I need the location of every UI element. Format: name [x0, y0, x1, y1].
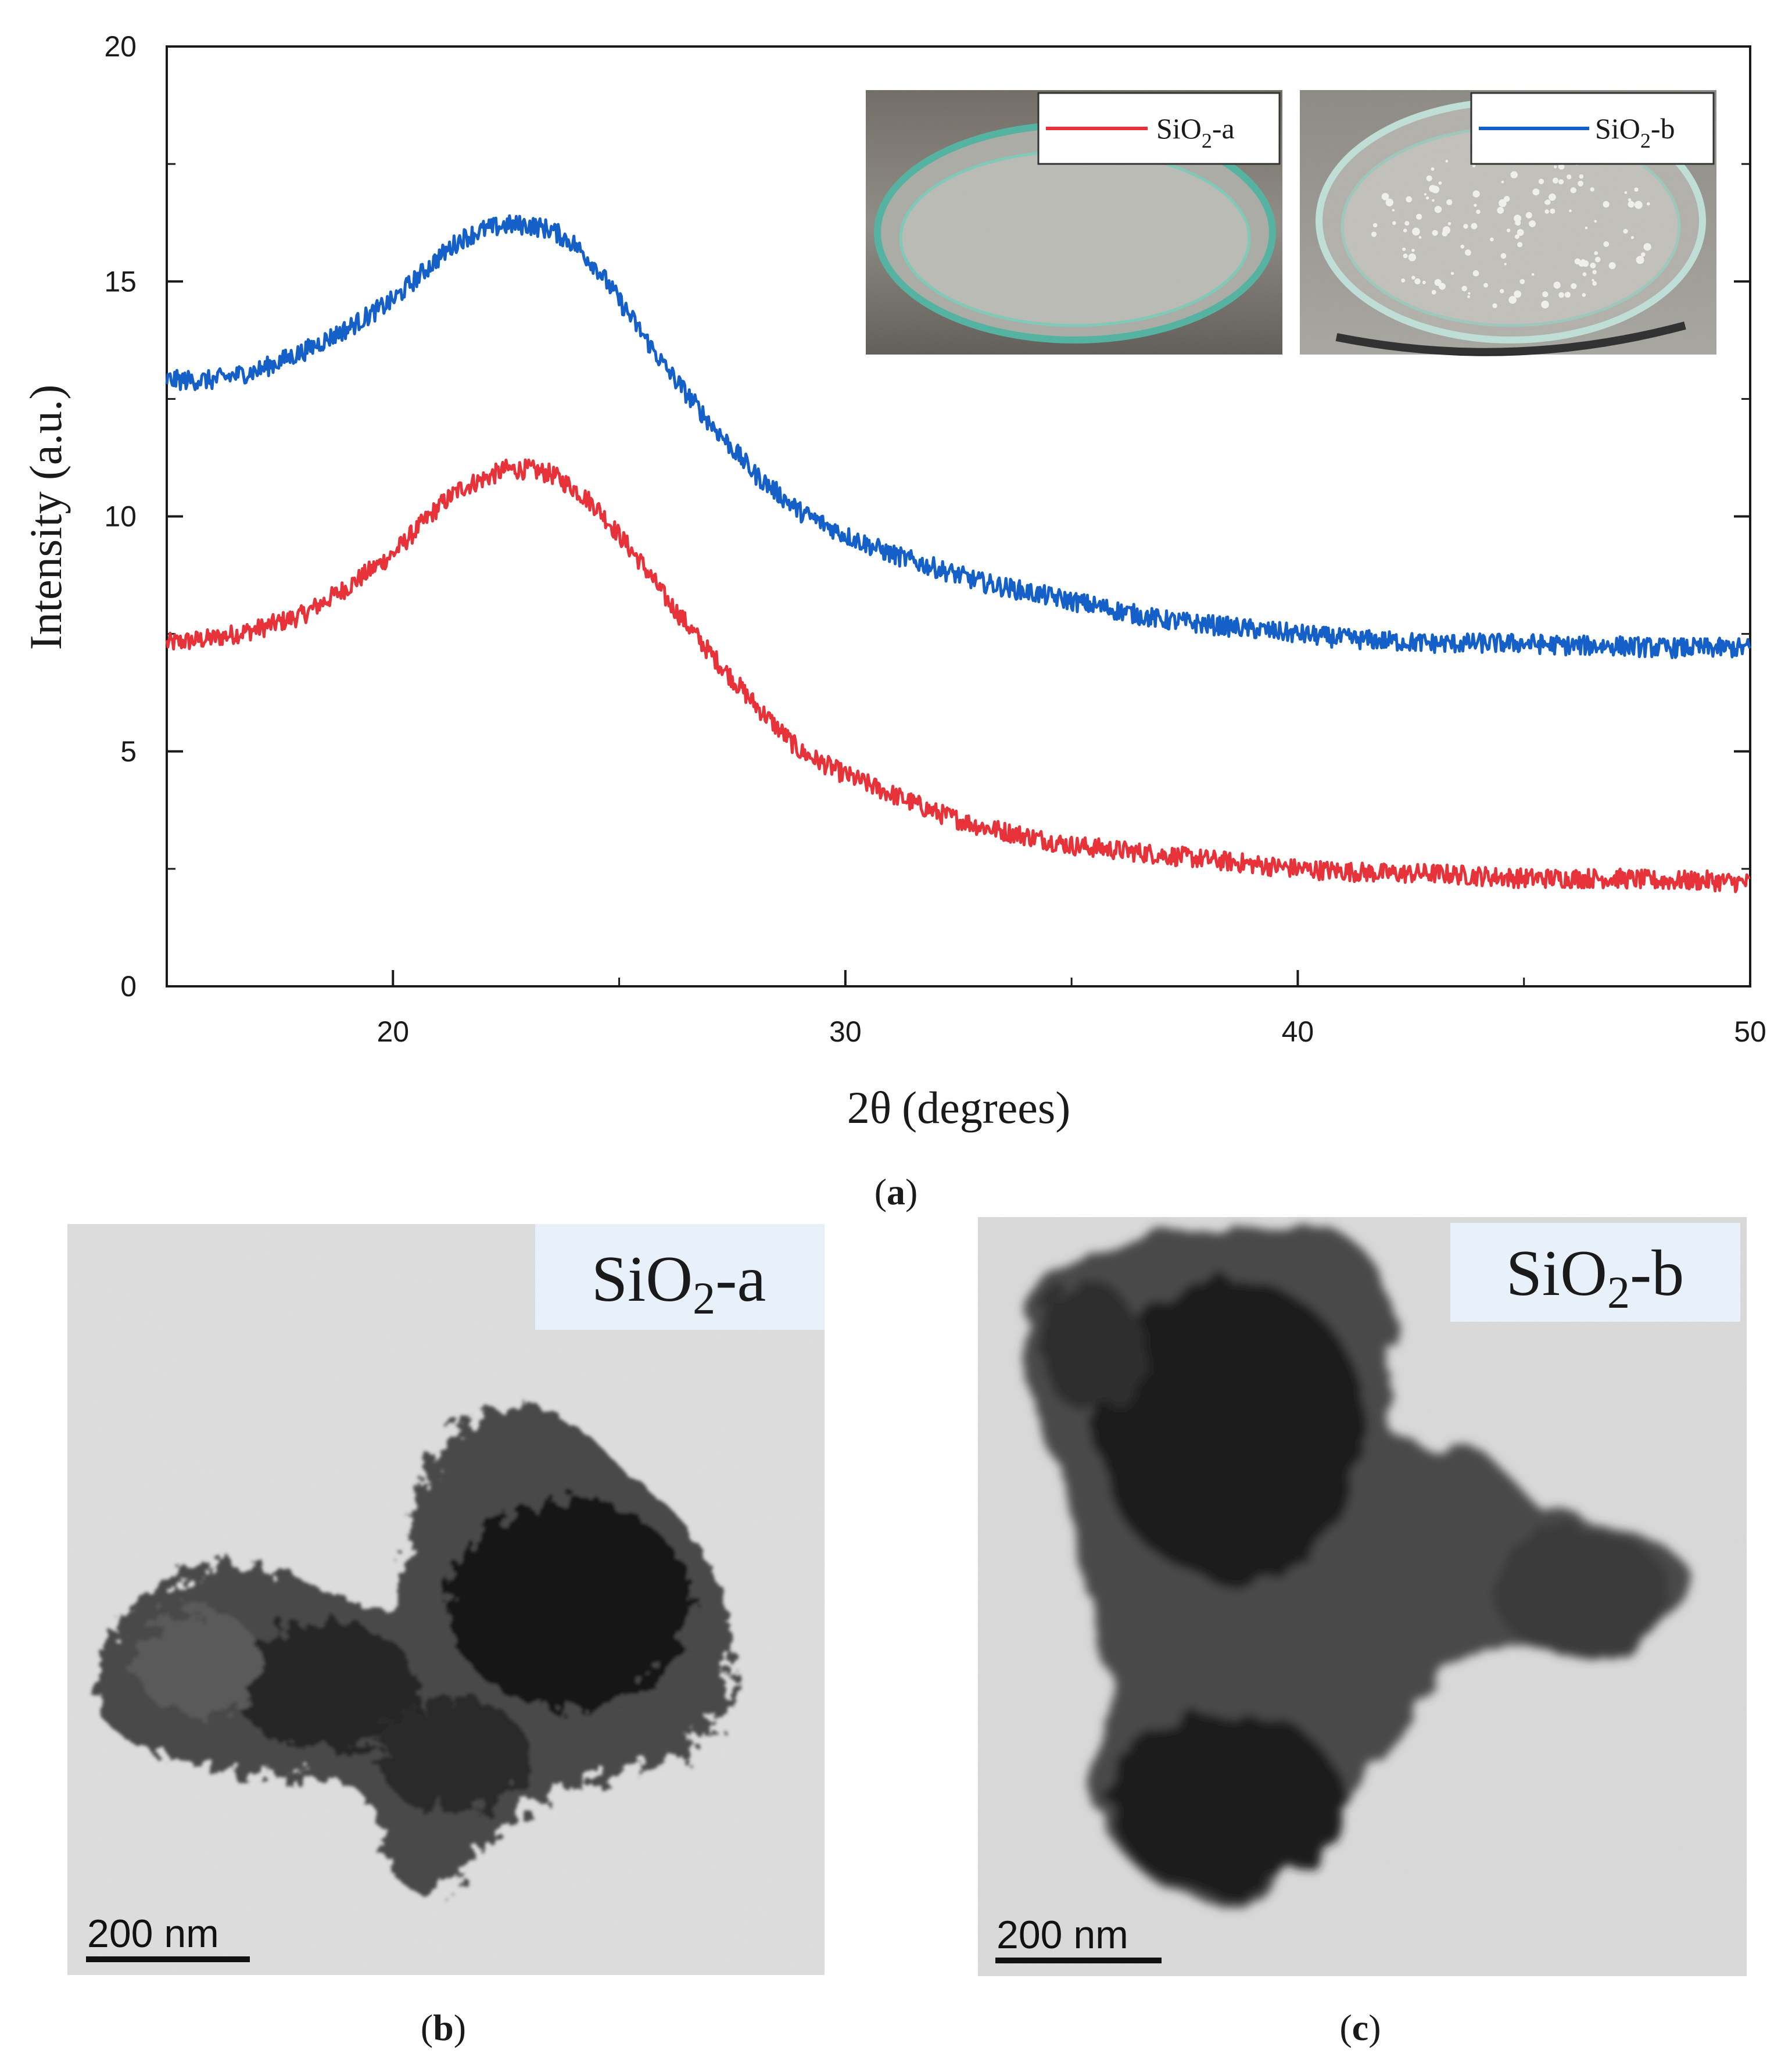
legend-label-b: SiO2-b — [1595, 112, 1675, 152]
y-ticks: 0 5 10 15 20 — [104, 30, 1750, 1003]
y-tick-label: 20 — [104, 30, 137, 63]
caption-a: (a) — [875, 1171, 918, 1212]
x-tick-label: 20 — [377, 1015, 409, 1048]
x-axis-title: 2θ (degrees) — [847, 1082, 1071, 1133]
tag-label-a: SiO2-a — [592, 1243, 766, 1323]
y-tick-label: 0 — [120, 970, 137, 1003]
scale-label-a: 200 nm — [87, 1912, 219, 1956]
scale-label-b: 200 nm — [997, 1913, 1128, 1957]
tag-box-a: SiO2-a — [535, 1224, 825, 1330]
series-layer — [165, 214, 1752, 893]
y-tick-label: 10 — [104, 500, 137, 533]
y-tick-label: 15 — [104, 265, 137, 298]
scale-bar-a: 200 nm — [86, 1912, 250, 1962]
tag-box-b: SiO2-b — [1450, 1223, 1740, 1322]
x-tick-label: 50 — [1734, 1015, 1766, 1048]
caption-c: (c) — [1339, 2007, 1381, 2048]
x-ticks: 20 30 40 50 — [166, 970, 1766, 1048]
tag-label-b: SiO2-b — [1506, 1237, 1685, 1318]
scale-bar-b: 200 nm — [995, 1913, 1162, 1963]
tem-image-b: SiO2-b 200 nm (c) — [978, 1217, 1747, 2048]
series-line-sio2-b — [165, 214, 1752, 660]
y-tick-label: 5 — [120, 735, 137, 768]
y-axis-title: Intensity (a.u.) — [20, 384, 71, 650]
caption-b: (b) — [421, 2007, 466, 2048]
particle-aggregate-b — [1023, 1223, 1688, 1904]
x-tick-label: 40 — [1282, 1015, 1314, 1048]
tem-image-a: SiO2-a 200 nm (b) — [67, 1224, 825, 2048]
legend-box-a: SiO2-a — [1037, 92, 1281, 165]
x-tick-label: 30 — [829, 1015, 862, 1048]
legend-label-a: SiO2-a — [1156, 112, 1235, 152]
xrd-chart: 20 30 40 50 0 5 10 15 20 SiO2-a SiO2-b — [20, 30, 1766, 1212]
series-line-sio2-a — [165, 458, 1751, 893]
legend-box-b: SiO2-b — [1470, 92, 1715, 165]
particle-aggregate-a — [97, 1406, 732, 1891]
